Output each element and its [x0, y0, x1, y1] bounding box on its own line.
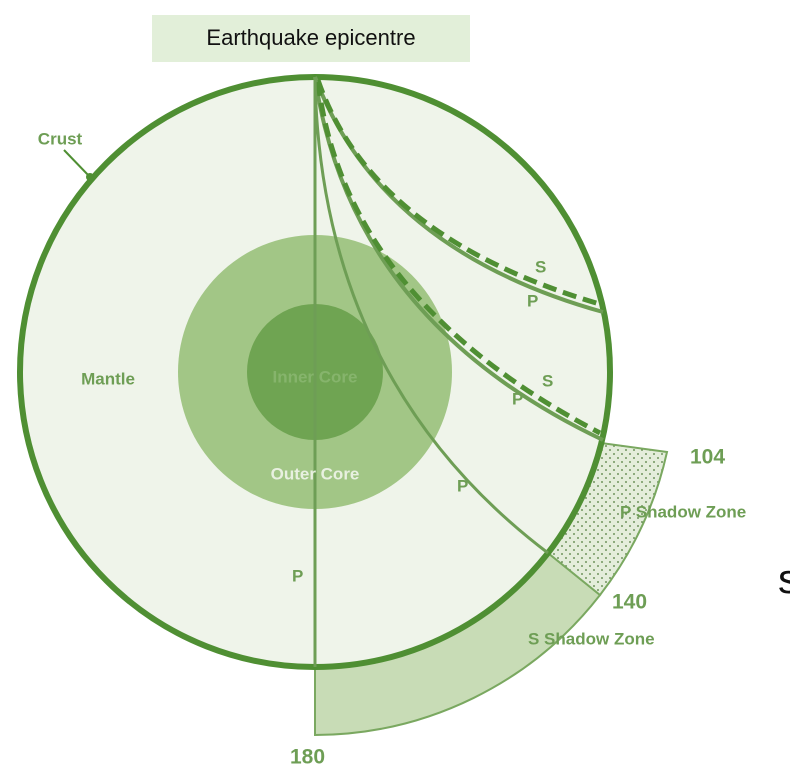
diagram: Earthquake epicentre Crust Mantle Inner … — [0, 0, 790, 774]
wave-label: S — [542, 371, 553, 390]
angle-label: 140 — [612, 591, 647, 614]
label: Inner Core — [272, 367, 357, 386]
zone-label: S Shadow Zone — [528, 629, 655, 648]
crust-dot — [86, 173, 94, 181]
label: Mantle — [81, 369, 135, 388]
label: Outer Core — [271, 464, 360, 483]
wave-label: S — [535, 257, 546, 276]
wave-label: P — [527, 291, 538, 310]
page: Earthquake epicentre Crust Mantle Inner … — [0, 0, 790, 774]
wave-label: P — [292, 566, 303, 585]
angle-label: 180 — [290, 746, 325, 769]
title: Earthquake epicentre — [206, 25, 415, 50]
label: Crust — [38, 129, 83, 148]
wave-label: P — [457, 476, 468, 495]
edge-text: s — [778, 555, 790, 602]
zone-label: P Shadow Zone — [620, 502, 746, 521]
angle-label: 104 — [690, 446, 725, 469]
wave-label: P — [512, 389, 523, 408]
crust-pointer — [64, 150, 90, 177]
